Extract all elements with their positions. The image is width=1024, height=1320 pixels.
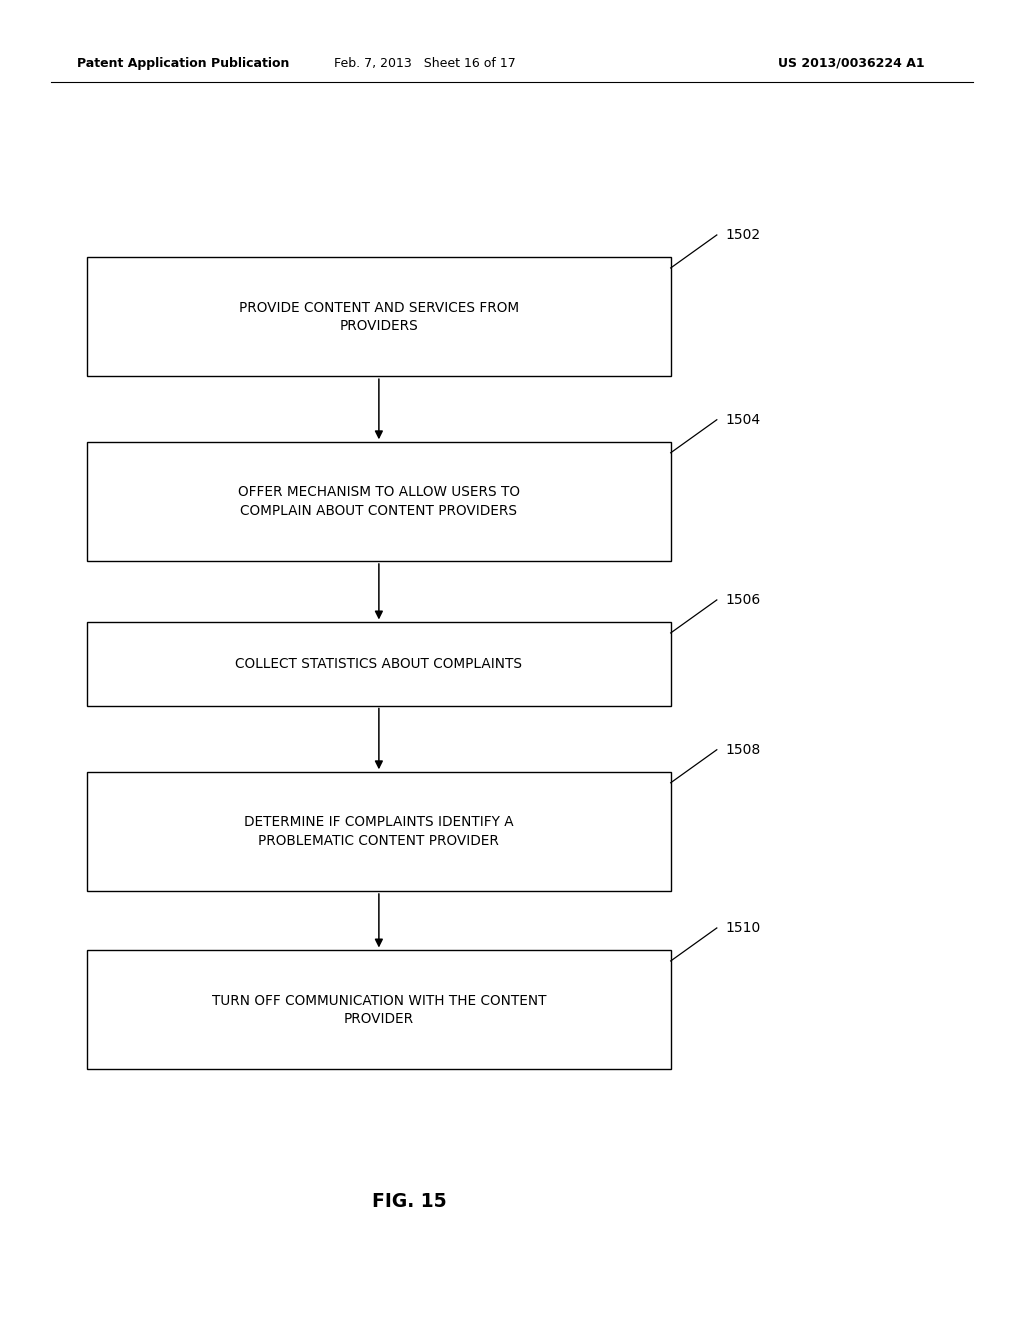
Text: FIG. 15: FIG. 15 [373, 1192, 446, 1210]
Text: Feb. 7, 2013   Sheet 16 of 17: Feb. 7, 2013 Sheet 16 of 17 [334, 57, 516, 70]
Text: 1506: 1506 [725, 593, 760, 607]
FancyBboxPatch shape [87, 257, 671, 376]
Text: 1504: 1504 [725, 413, 760, 426]
Text: TURN OFF COMMUNICATION WITH THE CONTENT
PROVIDER: TURN OFF COMMUNICATION WITH THE CONTENT … [212, 994, 546, 1026]
FancyBboxPatch shape [87, 772, 671, 891]
FancyBboxPatch shape [87, 442, 671, 561]
Text: 1508: 1508 [725, 743, 760, 756]
Text: Patent Application Publication: Patent Application Publication [77, 57, 289, 70]
Text: PROVIDE CONTENT AND SERVICES FROM
PROVIDERS: PROVIDE CONTENT AND SERVICES FROM PROVID… [239, 301, 519, 333]
Text: 1502: 1502 [725, 228, 760, 242]
Text: DETERMINE IF COMPLAINTS IDENTIFY A
PROBLEMATIC CONTENT PROVIDER: DETERMINE IF COMPLAINTS IDENTIFY A PROBL… [244, 816, 514, 847]
Text: 1510: 1510 [725, 921, 760, 935]
Text: COLLECT STATISTICS ABOUT COMPLAINTS: COLLECT STATISTICS ABOUT COMPLAINTS [236, 657, 522, 671]
Text: OFFER MECHANISM TO ALLOW USERS TO
COMPLAIN ABOUT CONTENT PROVIDERS: OFFER MECHANISM TO ALLOW USERS TO COMPLA… [238, 486, 520, 517]
FancyBboxPatch shape [87, 950, 671, 1069]
FancyBboxPatch shape [87, 623, 671, 705]
Text: US 2013/0036224 A1: US 2013/0036224 A1 [778, 57, 925, 70]
